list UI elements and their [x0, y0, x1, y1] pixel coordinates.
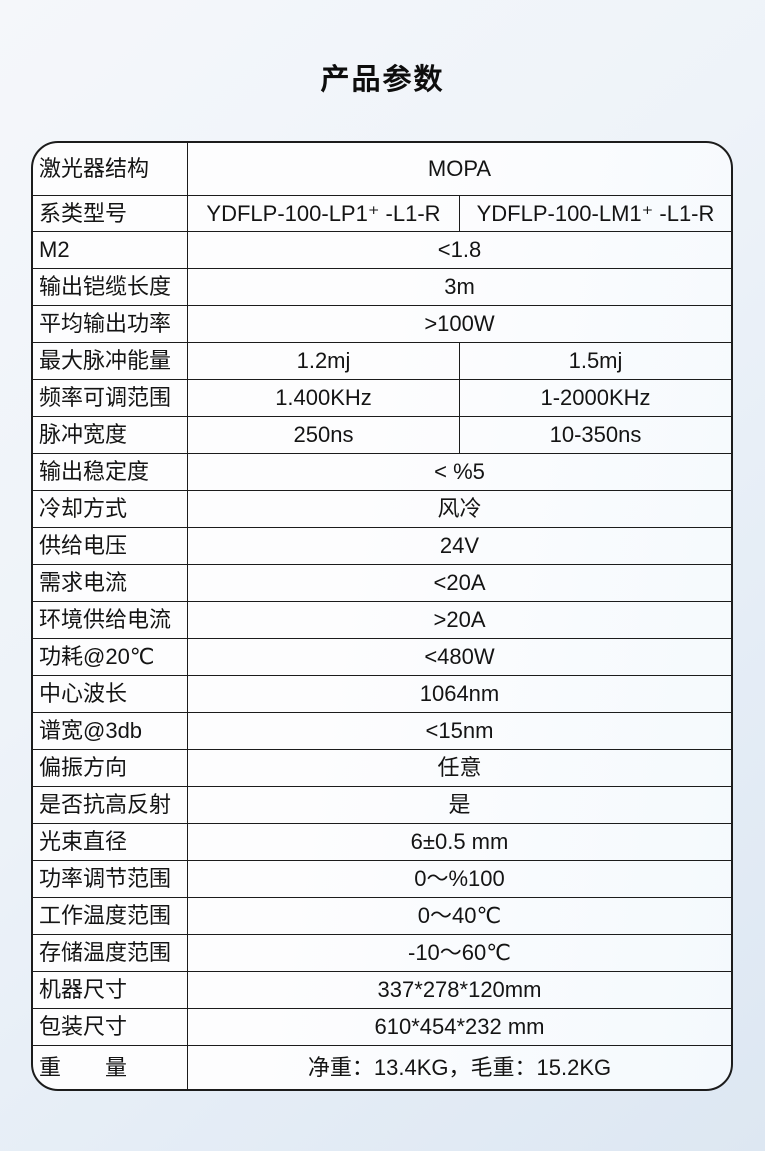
table-row: 输出铠缆长度 3m	[33, 268, 731, 305]
row-label: 光束直径	[33, 824, 188, 860]
table-row: M2 <1.8	[33, 231, 731, 268]
row-value-left: YDFLP-100-LP1⁺ -L1-R	[206, 200, 441, 226]
row-label: 重 量	[33, 1046, 188, 1089]
row-label: 环境供给电流	[33, 602, 188, 638]
row-value: 0～%100	[414, 866, 505, 891]
table-row: 是否抗高反射 是	[33, 786, 731, 823]
row-value: 是	[448, 792, 471, 817]
row-label: 需求电流	[33, 565, 188, 601]
row-value: 0～40℃	[417, 903, 502, 928]
row-value: 6±0.5 mm	[410, 829, 509, 854]
table-row: 脉冲宽度 250ns 10-350ns	[33, 416, 731, 453]
row-label: 是否抗高反射	[33, 787, 188, 823]
row-value: <20A	[433, 570, 486, 595]
row-label: 存储温度范围	[33, 935, 188, 971]
row-value-right: 1-2000KHz	[459, 380, 731, 416]
row-label: 谱宽@3db	[33, 713, 188, 749]
row-label: 冷却方式	[33, 491, 188, 527]
row-value: 610*454*232 mm	[374, 1014, 545, 1039]
table-row: 输出稳定度 < %5	[33, 453, 731, 490]
row-value-left: 1.2mj	[296, 348, 351, 373]
table-row: 功耗@20℃ <480W	[33, 638, 731, 675]
row-label: 输出稳定度	[33, 454, 188, 490]
table-row: 冷却方式 风冷	[33, 490, 731, 527]
page-title: 产品参数	[320, 64, 445, 96]
table-row: 需求电流 <20A	[33, 564, 731, 601]
row-value-left: 1.400KHz	[275, 385, 372, 410]
row-value: <1.8	[437, 237, 482, 262]
row-value: 1064nm	[419, 681, 500, 706]
row-label: 功率调节范围	[33, 861, 188, 897]
row-label: M2	[33, 232, 188, 268]
row-label: 激光器结构	[33, 143, 188, 195]
table-row: 功率调节范围 0～%100	[33, 860, 731, 897]
table-row: 包装尺寸 610*454*232 mm	[33, 1008, 731, 1045]
row-value: >100W	[424, 311, 495, 336]
product-spec-table: 激光器结构 MOPA 系类型号 YDFLP-100-LP1⁺ -L1-R YDF…	[31, 141, 733, 1091]
row-value: 3m	[444, 274, 475, 299]
row-label: 中心波长	[33, 676, 188, 712]
row-value: 任意	[437, 755, 482, 780]
row-value: 337*278*120mm	[377, 977, 542, 1002]
row-value: 风冷	[437, 496, 482, 521]
table-row: 中心波长 1064nm	[33, 675, 731, 712]
row-label: 输出铠缆长度	[33, 269, 188, 305]
row-value-right: 1.5mj	[459, 343, 731, 379]
row-label: 系类型号	[33, 196, 188, 231]
row-value-right: YDFLP-100-LM1⁺ -L1-R	[459, 196, 731, 231]
table-row: 供给电压 24V	[33, 527, 731, 564]
row-label: 功耗@20℃	[33, 639, 188, 675]
table-row: 存储温度范围 -10～60℃	[33, 934, 731, 971]
row-value-left: 250ns	[293, 422, 354, 447]
row-label: 包装尺寸	[33, 1009, 188, 1045]
row-value-right: 10-350ns	[459, 417, 731, 453]
row-label: 供给电压	[33, 528, 188, 564]
row-value: < %5	[434, 459, 485, 484]
table-row: 最大脉冲能量 1.2mj 1.5mj	[33, 342, 731, 379]
row-value: <15nm	[425, 718, 494, 743]
table-row: 偏振方向 任意	[33, 749, 731, 786]
row-label: 工作温度范围	[33, 898, 188, 934]
row-value: -10～60℃	[408, 940, 511, 965]
row-label: 最大脉冲能量	[33, 343, 188, 379]
table-row: 激光器结构 MOPA	[33, 143, 731, 195]
table-row: 重 量 净重：13.4KG，毛重：15.2KG	[33, 1045, 731, 1089]
table-row: 环境供给电流 >20A	[33, 601, 731, 638]
table-row: 谱宽@3db <15nm	[33, 712, 731, 749]
table-row: 频率可调范围 1.400KHz 1-2000KHz	[33, 379, 731, 416]
table-row: 光束直径 6±0.5 mm	[33, 823, 731, 860]
row-label: 平均输出功率	[33, 306, 188, 342]
row-value: MOPA	[427, 156, 492, 181]
row-value: 净重：13.4KG，毛重：15.2KG	[307, 1055, 612, 1080]
row-value: >20A	[433, 607, 486, 632]
row-label: 偏振方向	[33, 750, 188, 786]
row-label: 频率可调范围	[33, 380, 188, 416]
row-value: 24V	[439, 533, 480, 558]
table-row: 系类型号 YDFLP-100-LP1⁺ -L1-R YDFLP-100-LM1⁺…	[33, 195, 731, 231]
row-label: 脉冲宽度	[33, 417, 188, 453]
row-label: 机器尺寸	[33, 972, 188, 1008]
table-row: 平均输出功率 >100W	[33, 305, 731, 342]
row-value: <480W	[424, 644, 495, 669]
table-row: 机器尺寸 337*278*120mm	[33, 971, 731, 1008]
table-row: 工作温度范围 0～40℃	[33, 897, 731, 934]
